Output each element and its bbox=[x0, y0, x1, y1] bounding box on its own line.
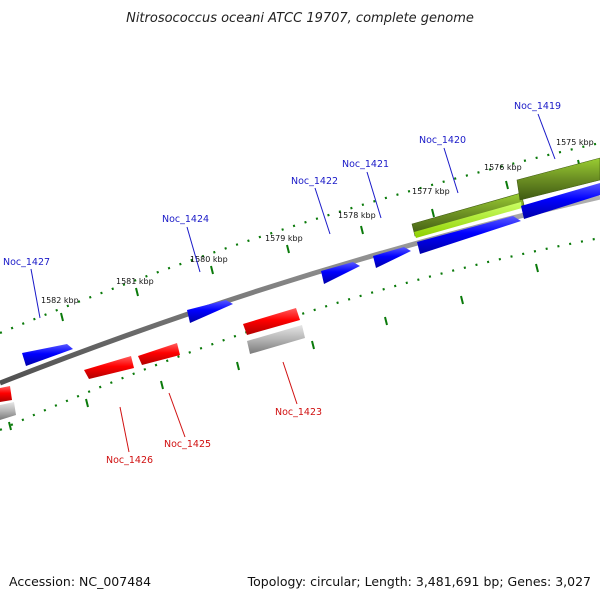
outer-tick-1576 bbox=[505, 180, 509, 190]
scale-labels: 1582 kbp 1581 kbp 1580 kbp 1579 kbp 1578… bbox=[41, 138, 594, 305]
outer-tick-1577 bbox=[431, 208, 435, 218]
outer-major-ticks bbox=[60, 159, 581, 322]
gene-label-noc-1424[interactable]: Noc_1424 bbox=[162, 214, 209, 225]
scale-label-1576: 1576 kbp bbox=[484, 163, 522, 172]
gene-arrow-left-edge[interactable] bbox=[0, 386, 12, 402]
leader-noc-1427 bbox=[30, 268, 41, 319]
inner-tick-f bbox=[384, 316, 388, 326]
inner-tick-c bbox=[160, 380, 164, 390]
gene-arrow-noc-1423[interactable] bbox=[243, 308, 300, 335]
leader-noc-1422 bbox=[314, 187, 331, 235]
highlight-band-left-glow bbox=[414, 202, 522, 238]
leader-noc-1426 bbox=[119, 406, 130, 453]
rna-feature-noc-1423 bbox=[247, 325, 305, 354]
map-title: Nitrosococcus oceani ATCC 19707, complet… bbox=[126, 11, 474, 26]
gene-arrow-noc-1425[interactable] bbox=[138, 343, 180, 365]
leader-noc-1423 bbox=[282, 361, 298, 405]
leader-noc-1419 bbox=[537, 113, 556, 160]
highlight-feature bbox=[411, 157, 600, 238]
inner-tick-ring bbox=[0, 236, 600, 432]
gene-label-noc-1427[interactable]: Noc_1427 bbox=[3, 257, 50, 268]
inner-tick-h bbox=[535, 263, 539, 273]
highlight-band-right bbox=[516, 157, 600, 201]
gene-arrow-noc-1427[interactable] bbox=[22, 344, 73, 366]
leader-noc-1424 bbox=[186, 226, 201, 273]
rna-feature-left-edge bbox=[0, 402, 16, 420]
gene-label-noc-1419[interactable]: Noc_1419 bbox=[514, 101, 561, 112]
gene-label-noc-1421[interactable]: Noc_1421 bbox=[342, 159, 389, 170]
inner-tick-d bbox=[236, 361, 240, 371]
inner-tick-a bbox=[8, 421, 12, 431]
scale-label-1581: 1581 kbp bbox=[116, 277, 154, 286]
inner-tick-g bbox=[460, 295, 464, 305]
inner-tick-b bbox=[85, 398, 89, 408]
rna-features bbox=[0, 325, 305, 420]
scale-label-1582: 1582 kbp bbox=[41, 296, 79, 305]
gene-arrow-noc-1420[interactable] bbox=[417, 216, 521, 254]
outer-tick-1579 bbox=[286, 244, 290, 254]
scale-label-1578: 1578 kbp bbox=[338, 211, 376, 220]
backbone-line bbox=[0, 194, 600, 386]
genome-summary: Topology: circular; Length: 3,481,691 bp… bbox=[247, 574, 591, 589]
outer-tick-ring bbox=[0, 141, 600, 335]
leader-noc-1421 bbox=[366, 171, 382, 219]
gene-label-noc-1426[interactable]: Noc_1426 bbox=[106, 455, 153, 466]
gene-label-noc-1420[interactable]: Noc_1420 bbox=[419, 135, 466, 146]
gene-label-noc-1422[interactable]: Noc_1422 bbox=[291, 176, 338, 187]
gene-arrow-noc-1419[interactable] bbox=[521, 183, 600, 219]
inner-major-ticks bbox=[8, 263, 539, 431]
gene-arrow-noc-1424[interactable] bbox=[187, 300, 233, 323]
outer-tick-1582 bbox=[60, 312, 64, 322]
genome-backbone bbox=[0, 194, 600, 386]
scale-label-1575: 1575 kbp bbox=[556, 138, 594, 147]
gene-labels: Noc_1427 Noc_1424 Noc_1422 Noc_1421 Noc_… bbox=[3, 101, 561, 466]
scale-label-1577: 1577 kbp bbox=[412, 187, 450, 196]
forward-strand-genes bbox=[22, 183, 600, 366]
gene-label-noc-1425[interactable]: Noc_1425 bbox=[164, 439, 211, 450]
gene-label-noc-1423[interactable]: Noc_1423 bbox=[275, 407, 322, 418]
gene-arrow-noc-1422[interactable] bbox=[321, 262, 360, 284]
gene-arrow-noc-1421[interactable] bbox=[373, 247, 411, 268]
accession-label: Accession: NC_007484 bbox=[9, 574, 151, 589]
inner-tick-e bbox=[311, 340, 315, 350]
outer-tick-1578 bbox=[360, 225, 364, 235]
scale-label-1580: 1580 kbp bbox=[190, 255, 228, 264]
outer-tick-1580 bbox=[210, 265, 214, 275]
leader-noc-1425 bbox=[168, 392, 186, 438]
scale-label-1579: 1579 kbp bbox=[265, 234, 303, 243]
gene-arrow-noc-1426[interactable] bbox=[84, 356, 134, 379]
reverse-strand-genes bbox=[0, 308, 300, 402]
outer-tick-1581 bbox=[135, 287, 139, 297]
label-leader-lines bbox=[30, 113, 556, 453]
leader-noc-1420 bbox=[443, 147, 459, 194]
